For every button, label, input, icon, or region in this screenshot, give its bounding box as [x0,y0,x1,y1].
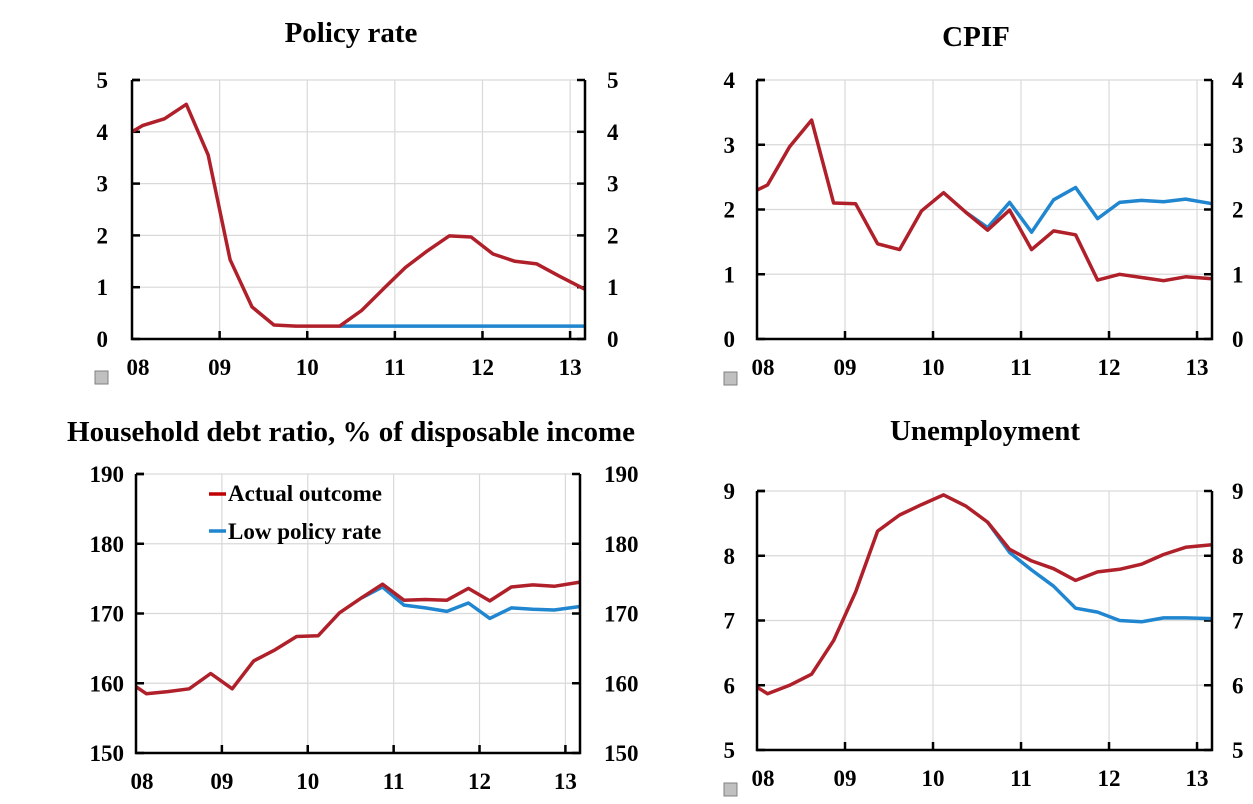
x-tick-label: 08 [131,769,154,794]
x-tick-label: 13 [559,355,582,380]
series-line-low-rate [964,185,1213,234]
y-tick-label-left: 180 [90,532,125,557]
x-tick-label: 11 [1010,766,1032,791]
y-tick-label-left: 8 [724,544,736,569]
y-tick-label-left: 0 [724,327,736,352]
panel-policy-rate: Policy rate 0 01 12 23 34 45 508 09 10 11 12 13 [94,17,619,385]
series-line-low-rate [986,521,1213,624]
x-tick-label: 10 [922,766,945,791]
y-tick-label-right: 7 [1232,609,1244,634]
y-tick-label-right: 2 [607,223,619,248]
y-tick-label-left: 170 [90,602,125,627]
y-tick-label-left: 1 [724,262,736,287]
y-tick-label-right: 180 [604,532,639,557]
y-tick-label-left: 2 [97,223,109,248]
x-tick-label: 12 [1098,355,1121,380]
x-tick-label: 11 [383,769,405,794]
y-tick-label-right: 170 [604,602,639,627]
series-line-low-rate [360,585,581,621]
y-tick-label-left: 4 [724,68,736,93]
axis-frame [755,80,1214,341]
x-tick-label: 10 [296,355,319,380]
chart-title-household-debt: Household debt ratio, % of disposable in… [67,416,635,448]
x-tick-label: 11 [1010,355,1032,380]
series-line-actual [135,580,581,696]
x-tick-label: 08 [752,355,775,380]
y-tick-label-left: 190 [90,462,125,487]
y-tick-label-right: 5 [607,68,619,93]
legend-label-low-rate: Low policy rate [228,519,381,544]
y-tick-label-right: 5 [1232,738,1244,763]
y-tick-label-right: 8 [1232,544,1244,569]
chart-title-unemployment: Unemployment [890,415,1080,447]
x-tick-label: 11 [384,355,406,380]
x-tick-label: 13 [1186,355,1209,380]
x-tick-label: 12 [1098,766,1121,791]
y-tick-label-right: 3 [1232,133,1244,158]
panel-household-debt: Household debt ratio, % of disposable in… [67,416,638,794]
y-tick-label-left: 4 [97,120,109,145]
panel-unemployment: Unemployment 5 5 6 6 7 7 8 8 9 9 08 09 10 11 12 13 [723,415,1244,797]
legend: Actual outcome Low policy rate [209,481,382,544]
marker-square-icon [94,370,109,385]
x-tick-label: 08 [127,355,150,380]
y-tick-label-right: 3 [607,172,619,197]
series-line-actual [131,102,586,328]
y-tick-label-left: 3 [97,172,109,197]
y-tick-label-right: 9 [1232,479,1244,504]
x-tick-label: 13 [1186,766,1209,791]
y-tick-label-left: 5 [97,68,109,93]
y-tick-label-right: 160 [604,671,639,696]
x-tick-label: 13 [554,769,577,794]
series-line-actual [756,493,1213,696]
x-tick-label: 12 [468,769,491,794]
axis-frame [755,491,1214,752]
y-tick-label-left: 150 [90,741,125,766]
y-tick-label-right: 4 [607,120,619,145]
x-tick-label: 09 [208,355,231,380]
y-tick-label-right: 2 [1232,198,1244,223]
panel-cpif: CPIF 0 01 12 23 34 408 09 10 11 12 13 [723,21,1244,386]
y-tick-label-left: 9 [724,479,736,504]
y-tick-label-left: 2 [724,198,736,223]
y-tick-label-right: 4 [1232,68,1244,93]
marker-square-icon [723,782,738,797]
y-tick-label-right: 1 [1232,262,1244,287]
y-tick-label-right: 0 [607,327,619,352]
y-tick-label-left: 5 [724,738,736,763]
y-tick-label-right: 190 [604,462,639,487]
y-tick-label-right: 150 [604,741,639,766]
x-tick-label: 08 [752,766,775,791]
x-tick-label: 12 [471,355,494,380]
axis-frame [130,80,587,341]
series-line-actual [756,118,1213,283]
y-tick-label-left: 160 [90,671,125,696]
x-tick-label: 09 [210,769,233,794]
y-tick-label-left: 3 [724,133,736,158]
chart-title-policy-rate: Policy rate [285,17,418,49]
y-tick-label-right: 0 [1232,327,1244,352]
legend-label-actual: Actual outcome [228,481,382,506]
y-tick-label-right: 6 [1232,673,1244,698]
x-tick-label: 10 [922,355,945,380]
x-tick-label: 09 [834,355,857,380]
marker-square-icon [723,371,738,386]
y-tick-label-left: 0 [97,327,109,352]
y-tick-label-right: 1 [607,275,619,300]
x-tick-label: 09 [834,766,857,791]
y-tick-label-left: 6 [724,673,736,698]
x-tick-label: 10 [296,769,319,794]
chart-title-cpif: CPIF [942,21,1010,53]
y-tick-label-left: 7 [724,609,736,634]
axis-frame [134,474,582,755]
y-tick-label-left: 1 [97,275,109,300]
